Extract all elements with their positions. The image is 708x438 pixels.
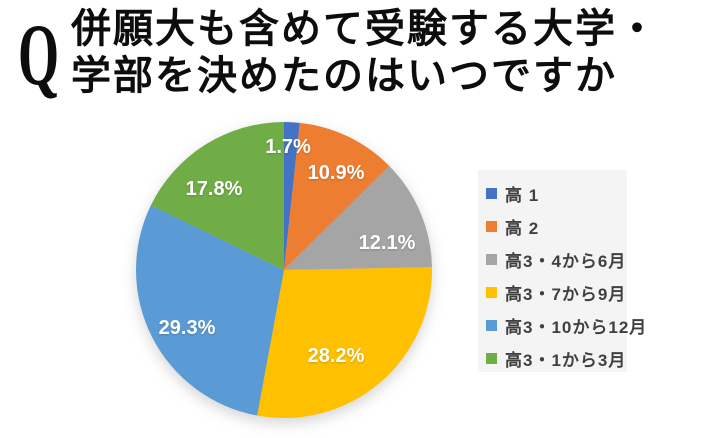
legend-swatch-icon — [486, 221, 497, 232]
pie-slice-label-1: 10.9% — [308, 162, 365, 184]
legend-item-0: 高 1 — [478, 177, 627, 210]
pie-slice-label-0: 1.7% — [265, 136, 311, 158]
legend-item-label: 高 1 — [505, 186, 540, 205]
pie-slice-1 — [284, 122, 390, 270]
legend-swatch-icon — [486, 353, 497, 364]
pie-slice-label-3: 28.2% — [308, 345, 365, 367]
legend-item-3: 高3・7から9月 — [478, 276, 627, 309]
legend-item-5: 高3・1から3月 — [478, 342, 627, 375]
legend-swatch-icon — [486, 254, 497, 265]
legend-item-label: 高 2 — [505, 219, 540, 238]
pie-slice-4 — [136, 205, 284, 416]
question-title-line1: 併願大も含めて受験する大学・ — [71, 7, 659, 51]
pie-slice-label-2: 12.1% — [359, 232, 416, 254]
legend-item-label: 高3・10から12月 — [505, 318, 648, 337]
pie-chart: 1.7% 10.9% 12.1% 28.2% 29.3% 17.8% — [136, 122, 432, 418]
pie-slice-5 — [150, 122, 284, 270]
question-title: 併願大も含めて受験する大学・ 学部を決めたのはいつですか — [71, 6, 659, 100]
legend-swatch-icon — [486, 188, 497, 199]
question-title-line2: 学部を決めたのはいつですか — [71, 54, 617, 98]
legend-item-2: 高3・4から6月 — [478, 243, 627, 276]
pie-slice-2 — [284, 166, 432, 270]
pie-slice-label-5: 17.8% — [186, 178, 243, 200]
legend-swatch-icon — [486, 320, 497, 331]
legend-item-label: 高3・7から9月 — [505, 285, 627, 304]
pie-slice-0 — [284, 122, 300, 270]
legend-swatch-icon — [486, 287, 497, 298]
legend: 高 1 高 2 高3・4から6月 高3・7から9月高3・10から12月 高3・1から3月 — [478, 170, 646, 375]
legend-item-1: 高 2 — [478, 210, 627, 243]
question-q-mark: Q — [18, 7, 60, 104]
pie-slice-3 — [257, 267, 432, 418]
legend-item-4: 高3・10から12月 — [478, 309, 646, 342]
legend-item-label: 高3・1から3月 — [505, 351, 627, 370]
legend-item-label: 高3・4から6月 — [505, 252, 627, 271]
pie-slice-label-4: 29.3% — [159, 317, 216, 339]
